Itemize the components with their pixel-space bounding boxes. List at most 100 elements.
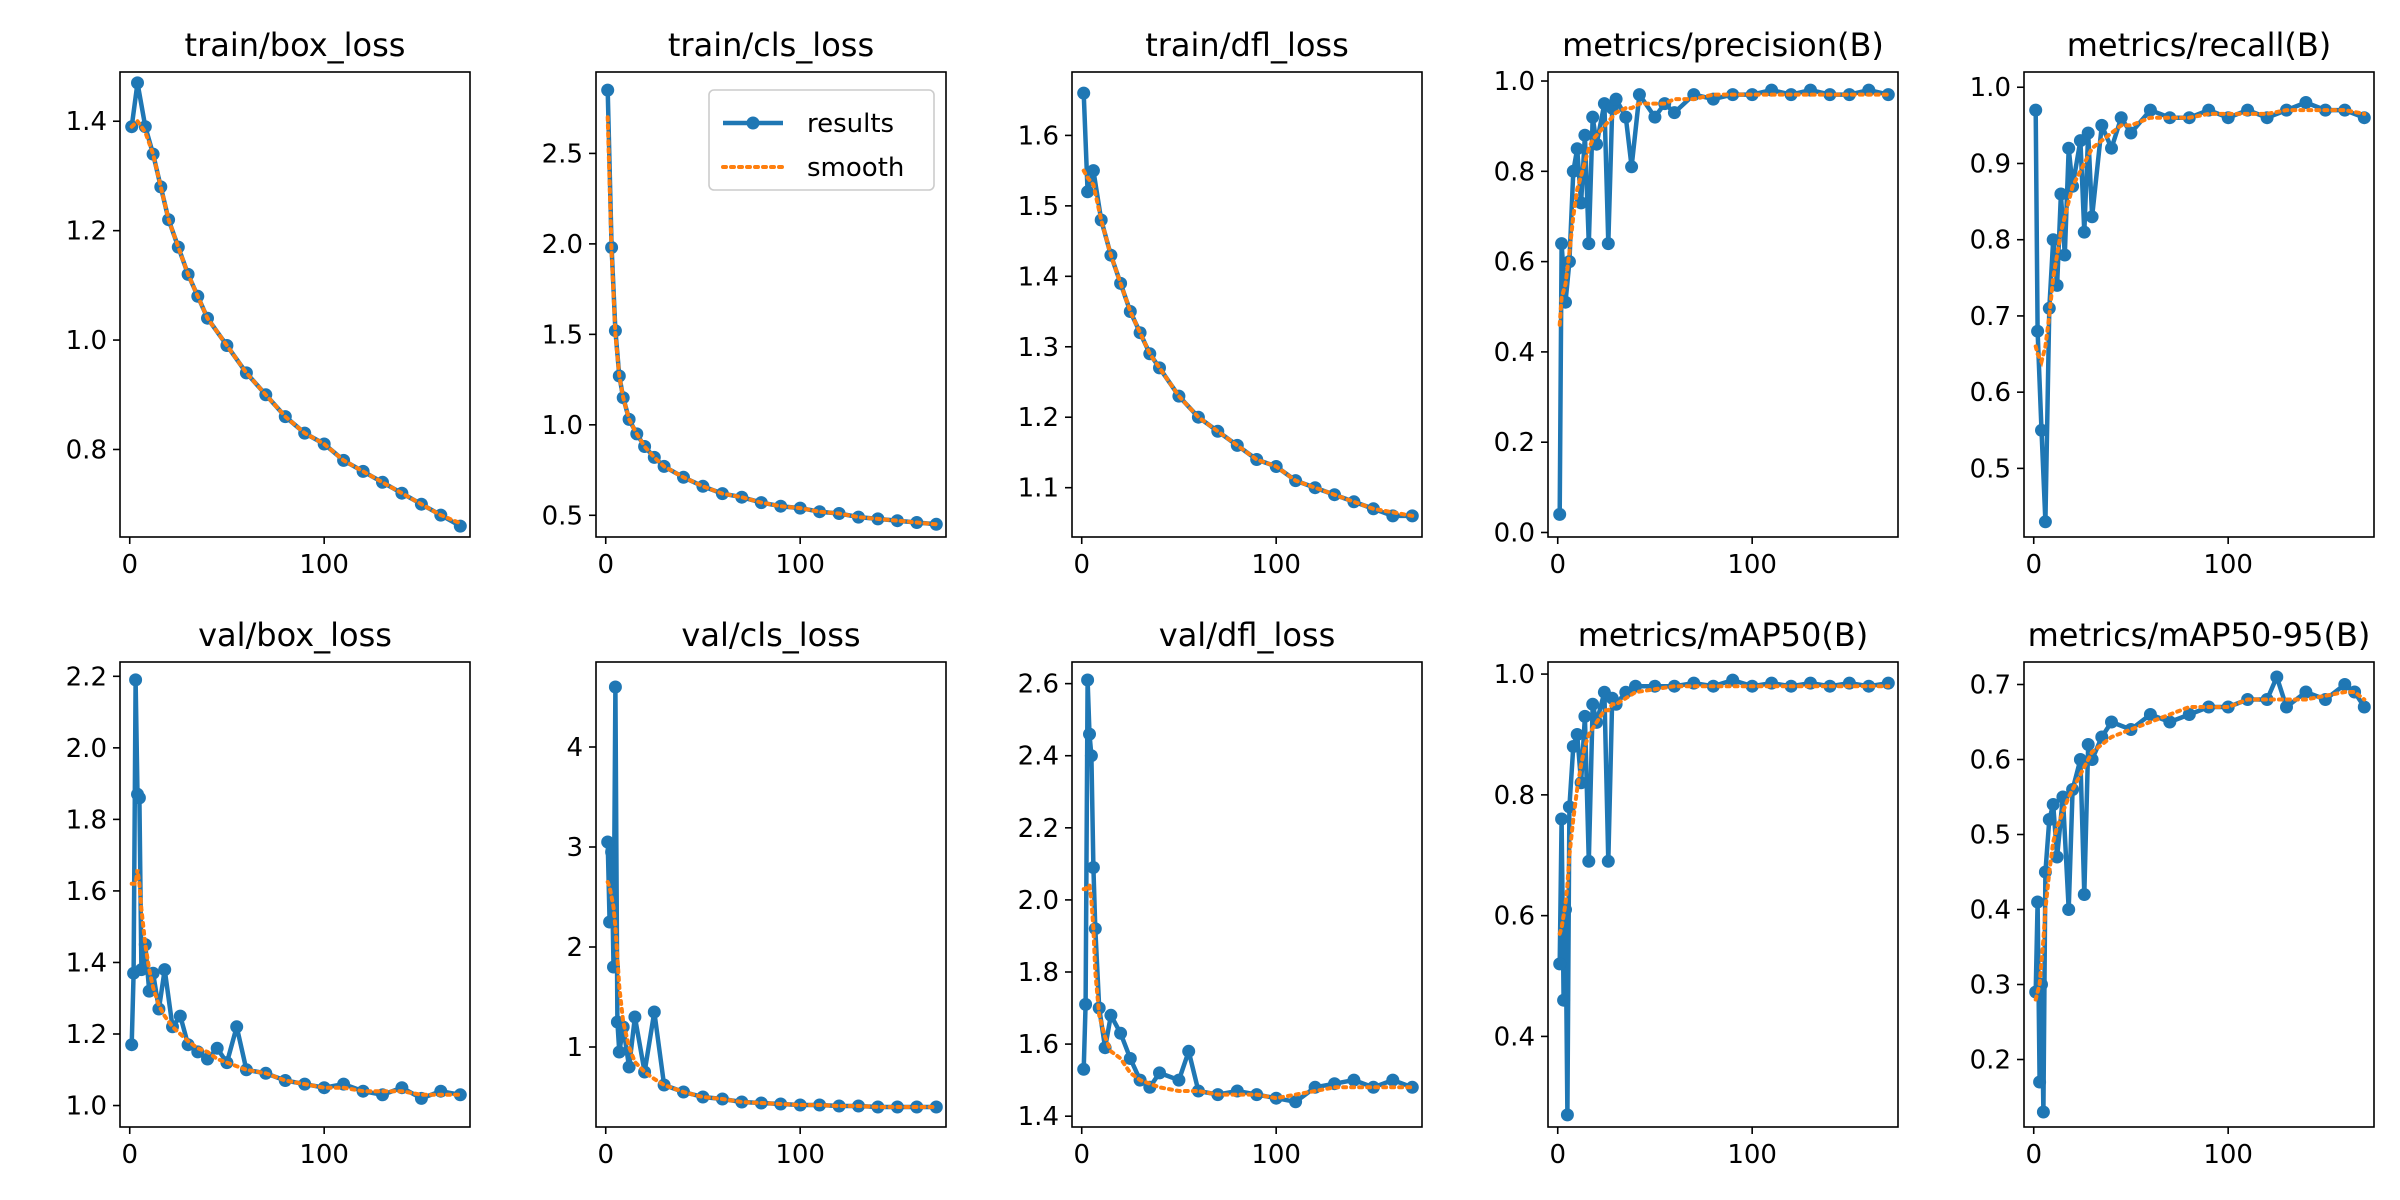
results-point — [2038, 515, 2052, 529]
results-point — [2029, 103, 2043, 117]
y-tick-label: 1 — [566, 1033, 583, 1063]
plot-area — [1077, 673, 1419, 1109]
results-point — [601, 835, 615, 849]
results-point — [210, 1041, 224, 1055]
results-point — [1553, 507, 1567, 521]
chart-train-cls-loss: train/cls_loss 0 100 0.5 1.0 1.5 2.0 2.5 results… — [542, 26, 947, 580]
y-tick-label: 1.1 — [1018, 474, 1059, 504]
results-point — [2299, 685, 2313, 699]
results-point — [1084, 749, 1098, 763]
results-point — [2280, 700, 2293, 714]
y-tick-label: 1.5 — [1018, 192, 1059, 222]
results-point — [608, 324, 622, 338]
plot-area — [601, 680, 943, 1114]
results-point — [2338, 678, 2352, 691]
smooth-line — [2033, 108, 2367, 368]
chart-title: metrics/recall(B) — [2067, 26, 2332, 64]
chart-title: train/box_loss — [185, 26, 406, 64]
results-point — [1609, 92, 1623, 106]
results-point — [1081, 673, 1095, 687]
results-point — [2031, 895, 2045, 909]
results-point — [1578, 128, 1592, 142]
axes-frame — [595, 71, 947, 538]
x-tick-label: 100 — [299, 1140, 349, 1170]
results-point — [131, 76, 144, 90]
results-point — [158, 963, 172, 977]
plot-area — [125, 76, 467, 533]
results-point — [201, 1052, 214, 1066]
results-point — [1632, 88, 1646, 102]
x-tick-label: 0 — [121, 1140, 138, 1170]
results-point — [2033, 1075, 2047, 1089]
results-point — [1619, 110, 1633, 124]
plot-area — [1553, 83, 1895, 521]
chart-val-cls-loss: val/cls_loss 0 100 1 2 3 4 — [566, 616, 947, 1170]
results-point — [1586, 697, 1600, 711]
results-point — [832, 1099, 846, 1113]
y-tick-label: 0.8 — [1494, 157, 1535, 187]
results-point — [2073, 753, 2087, 766]
plot-area — [1553, 673, 1895, 1122]
y-tick-label: 1.0 — [1494, 67, 1535, 97]
x-tick-label: 100 — [299, 550, 349, 580]
results-point — [2357, 700, 2371, 714]
results-point — [2062, 903, 2076, 916]
results-point — [2182, 708, 2196, 721]
y-tick-label: 1.0 — [66, 1092, 107, 1122]
chart-title: val/dfl_loss — [1159, 616, 1336, 654]
results-point — [1560, 1108, 1574, 1122]
chart-val-dfl-loss: val/dfl_loss 0 100 1.4 1.6 1.8 2.0 2.2 2.4 2.6 — [1018, 616, 1423, 1170]
results-point — [2062, 141, 2076, 155]
results-point — [601, 83, 615, 97]
chart-title: train/dfl_loss — [1145, 26, 1349, 64]
x-tick-label: 100 — [1251, 1140, 1301, 1170]
results-point — [1081, 185, 1095, 199]
results-point — [1566, 164, 1580, 178]
results-point — [2357, 111, 2371, 125]
axes-frame — [2023, 661, 2375, 1128]
y-tick-label: 1.0 — [542, 411, 583, 441]
results-point — [2124, 126, 2138, 140]
results-point — [2085, 210, 2099, 224]
results-point — [1347, 1073, 1361, 1087]
results-point — [1574, 196, 1588, 210]
x-tick-label: 0 — [1073, 1140, 1090, 1170]
results-point — [1083, 727, 1096, 741]
results-point — [1077, 1062, 1091, 1076]
legend-results-marker — [746, 116, 760, 130]
results-point — [605, 845, 619, 859]
chart-val-box-loss: val/box_loss 0 100 1.0 1.2 1.4 1.6 1.8 2.0 2.2 — [66, 616, 471, 1170]
chart-metrics-recall-b: metrics/recall(B) 0 100 0.5 0.6 0.7 0.8 0.9 1.0 — [1970, 26, 2375, 580]
axes-frame — [1547, 661, 1899, 1128]
y-tick-label: 2.6 — [1018, 670, 1059, 700]
axes-frame — [2023, 71, 2375, 538]
results-line — [1557, 87, 1889, 515]
results-point — [1086, 164, 1100, 178]
results-point — [2036, 1105, 2050, 1119]
plot-area — [125, 673, 467, 1105]
x-tick-label: 100 — [775, 550, 825, 580]
results-point — [2299, 96, 2313, 109]
results-point — [2046, 233, 2060, 247]
y-tick-label: 1.0 — [1494, 660, 1535, 690]
y-tick-label: 1.4 — [1018, 262, 1059, 292]
smooth-line — [1557, 684, 1891, 936]
results-point — [929, 1100, 943, 1114]
legend: results smooth — [708, 89, 935, 191]
results-point — [622, 1060, 636, 1074]
results-point — [1077, 86, 1091, 100]
smooth-line — [1081, 168, 1415, 518]
y-tick-label: 0.4 — [1970, 896, 2011, 926]
results-point — [1191, 1084, 1205, 1098]
y-tick-label: 1.6 — [1018, 121, 1059, 151]
y-tick-label: 0.4 — [1494, 338, 1535, 368]
results-point — [1648, 110, 1662, 124]
y-tick-label: 4 — [566, 733, 583, 763]
y-tick-label: 2.2 — [1018, 814, 1059, 844]
results-point — [1601, 854, 1615, 868]
x-tick-label: 0 — [2025, 1140, 2042, 1170]
y-tick-label: 0.2 — [1494, 428, 1535, 458]
smooth-line — [2033, 690, 2367, 1002]
chart-metrics-precision-b: metrics/precision(B) 0 100 0.0 0.2 0.4 0.6 0.8 1… — [1494, 26, 1899, 580]
axes-frame — [1071, 661, 1423, 1128]
